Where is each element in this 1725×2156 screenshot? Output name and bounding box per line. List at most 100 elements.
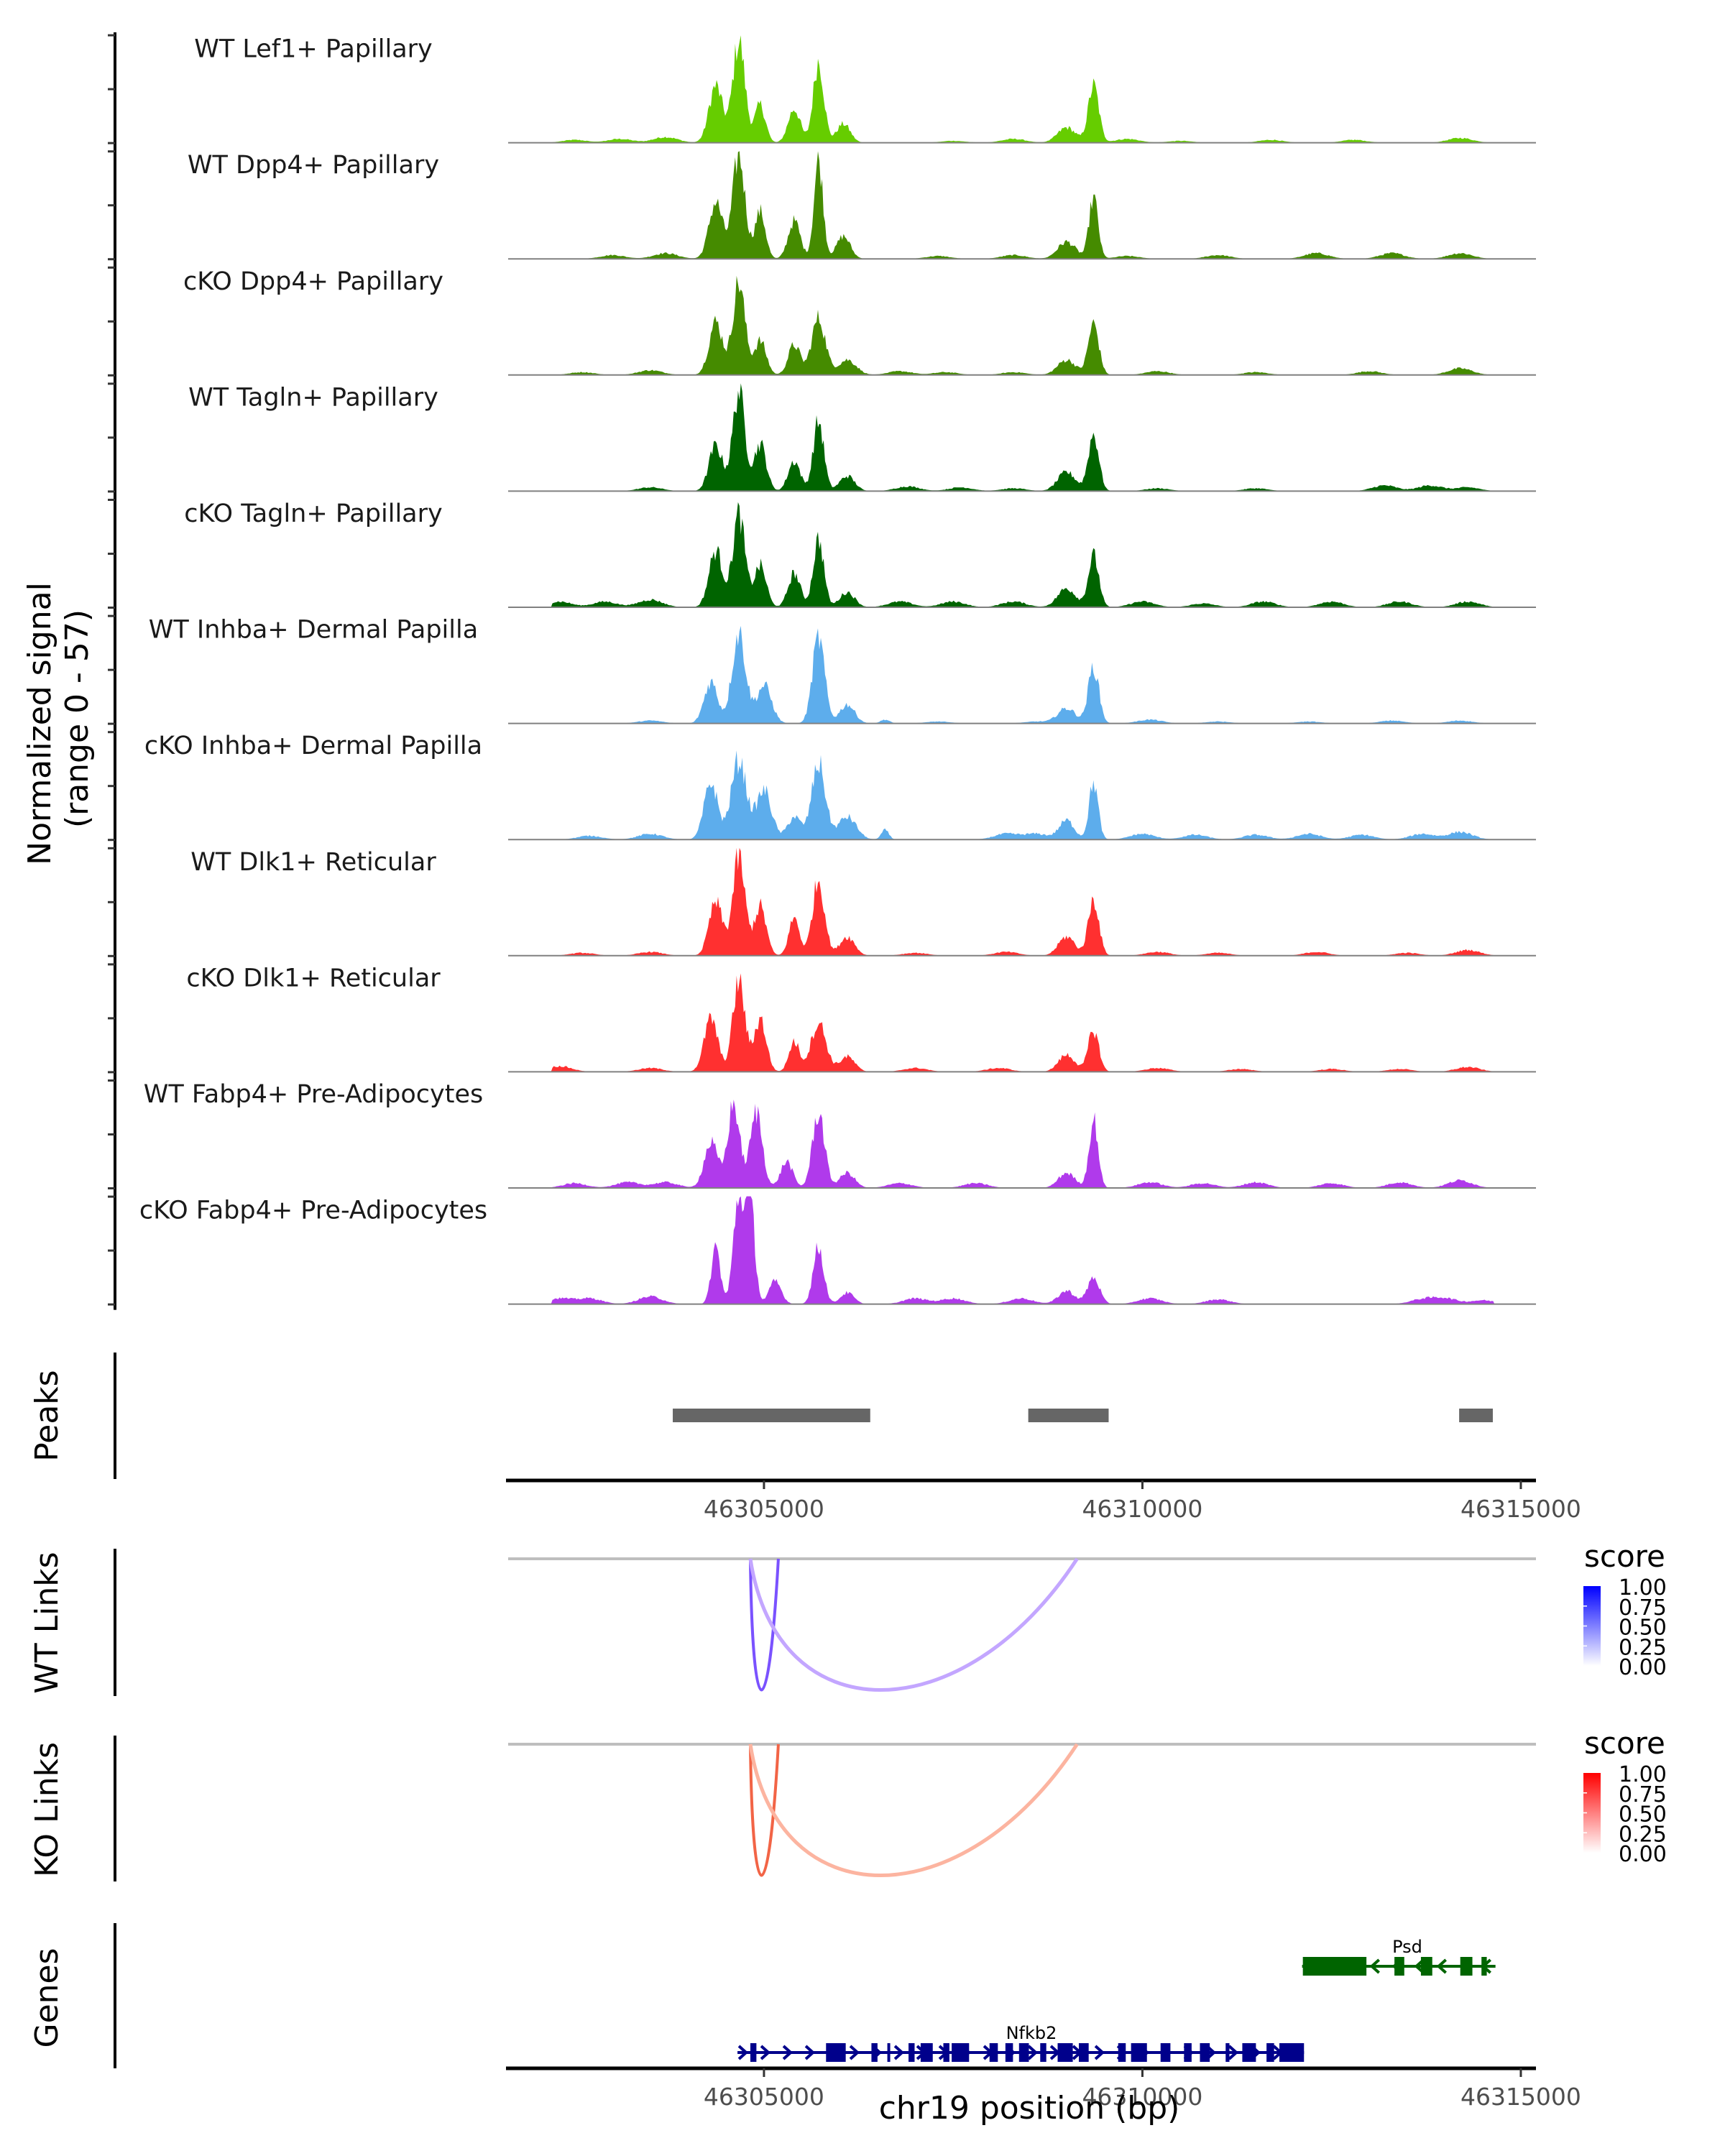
genes-label: Genes [29,1948,65,2047]
strand-arrow [893,2045,905,2060]
coverage-track: WT Dlk1+ Reticular [108,847,1536,957]
coverage-track: cKO Fabp4+ Pre-Adipocytes [108,1195,1536,1306]
exon [750,2043,757,2062]
coverage-track: cKO Inhba+ Dermal Papilla [108,731,1536,842]
gene-name: Nfkb2 [1006,2023,1057,2043]
coverage-area [508,973,1536,1072]
coverage-area [508,750,1536,840]
strand-arrow [1027,2045,1039,2060]
exon [1078,2043,1089,2062]
legend-tick-label: 1.00 [1619,1762,1667,1787]
peak-region [1028,1409,1109,1422]
legend-tick-label: 0.00 [1619,1842,1667,1867]
coverage-track: cKO Tagln+ Papillary [108,499,1536,609]
coverage-tracks: WT Lef1+ Papillary WT Dpp4+ Papillary cKO … [108,32,1536,1310]
coverage-track: WT Dpp4+ Papillary [108,150,1536,261]
y-axis-title-line1: Normalized signal [22,582,58,865]
exon [1200,2043,1210,2062]
exon [1394,1957,1404,1976]
gene-psd: Psd [1302,1937,1496,1976]
legend-tick-label: 0.25 [1619,1822,1667,1847]
exon [908,2043,915,2062]
track-label: WT Lef1+ Papillary [194,35,433,64]
legend-title: score [1584,1539,1665,1574]
gene-nfkb2: Nfkb2 [737,2023,1305,2062]
strand-arrow [737,2045,749,2060]
coverage-area [508,1100,1536,1188]
track-label: WT Dlk1+ Reticular [190,848,436,877]
coverage-area [508,151,1536,259]
legend-title: score [1584,1726,1665,1761]
coverage-area [508,383,1536,492]
strand-arrow [760,2045,771,2060]
coverage-area [508,502,1536,607]
coverage-area [508,1196,1536,1304]
exon [1184,2043,1192,2062]
legend-tick-label: 0.50 [1619,1802,1667,1828]
track-label: cKO Fabp4+ Pre-Adipocytes [139,1197,487,1225]
track-label: WT Inhba+ Dermal Papilla [149,616,478,645]
coverage-area [508,847,1536,956]
exon [887,2043,891,2062]
track-label: WT Dpp4+ Papillary [188,151,439,180]
x-axis-title: chr19 position (bp) [879,2090,1180,2127]
strand-arrow [1369,1958,1380,1974]
strand-arrow [1436,1958,1447,1974]
track-label: cKO Inhba+ Dermal Papilla [144,732,482,760]
links-label: KO Links [29,1742,65,1877]
strand-arrow [1228,2045,1239,2060]
strand-arrow [804,2045,816,2060]
links-label: WT Links [29,1552,65,1693]
exon [1279,2043,1305,2062]
coverage-area [508,35,1536,143]
coverage-track: cKO Dpp4+ Papillary [108,266,1536,377]
bottom-x-axis-tick-label: 46315000 [1460,2083,1581,2111]
bottom-x-axis-tick-label: 46305000 [704,2083,824,2111]
track-label: cKO Dpp4+ Papillary [183,267,443,296]
exon [1018,2043,1029,2062]
coverage-track: cKO Dlk1+ Reticular [108,963,1536,1074]
exon [1005,2043,1013,2062]
y-axis-title-line2: (range 0 - 57) [59,609,96,828]
coverage-track: WT Lef1+ Papillary [108,34,1536,144]
peaks-x-axis-tick-label: 46315000 [1460,1495,1581,1523]
exon [1266,2043,1274,2062]
exon [1040,2043,1046,2062]
y-axis-title: Normalized signal (range 0 - 57) [22,572,96,865]
peak-region [673,1409,870,1422]
strand-arrow [849,2045,860,2060]
exon [1302,1957,1367,1976]
link-arc [748,1557,1079,1692]
link-arc [748,1558,780,1692]
exon [1160,2043,1171,2062]
exon [1242,2043,1256,2062]
legend-tick-label: 0.25 [1619,1635,1667,1660]
genes-track: Genes Psd Nfkb2 46305000 46310000 46315000 [29,1923,1581,2111]
strand-arrow [1094,2045,1105,2060]
link-arc [748,1743,1079,1877]
coverage-track: WT Tagln+ Papillary [108,382,1536,493]
exon [1460,1957,1473,1976]
exon [1131,2043,1147,2062]
track-label: WT Tagln+ Papillary [188,383,438,412]
exon [1057,2043,1073,2062]
legend-tick-label: 0.75 [1619,1595,1667,1621]
legend-tick-label: 0.00 [1619,1655,1667,1680]
peaks-x-axis-tick-label: 46305000 [704,1495,824,1523]
exon [952,2043,970,2062]
exon [826,2043,846,2062]
coverage-area [508,625,1536,724]
legend-tick-label: 0.75 [1619,1782,1667,1807]
track-label: cKO Tagln+ Papillary [184,499,443,528]
link-arc [748,1743,780,1877]
legend-tick-label: 0.50 [1619,1616,1667,1641]
exon [943,2043,949,2062]
coverage-track: WT Inhba+ Dermal Papilla [108,614,1536,725]
exon [989,2043,998,2062]
legend-tick-label: 1.00 [1619,1575,1667,1600]
peak-region [1459,1409,1493,1422]
gene-name: Psd [1392,1937,1422,1957]
